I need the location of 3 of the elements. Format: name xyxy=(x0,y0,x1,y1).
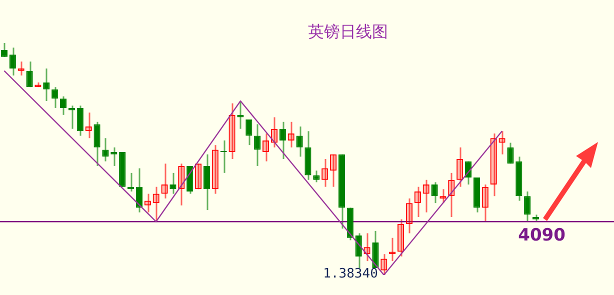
annotation: 1.38340 xyxy=(323,266,378,282)
chart-title: 英镑日线图 xyxy=(308,22,388,42)
annotation: 4090 xyxy=(518,226,566,246)
